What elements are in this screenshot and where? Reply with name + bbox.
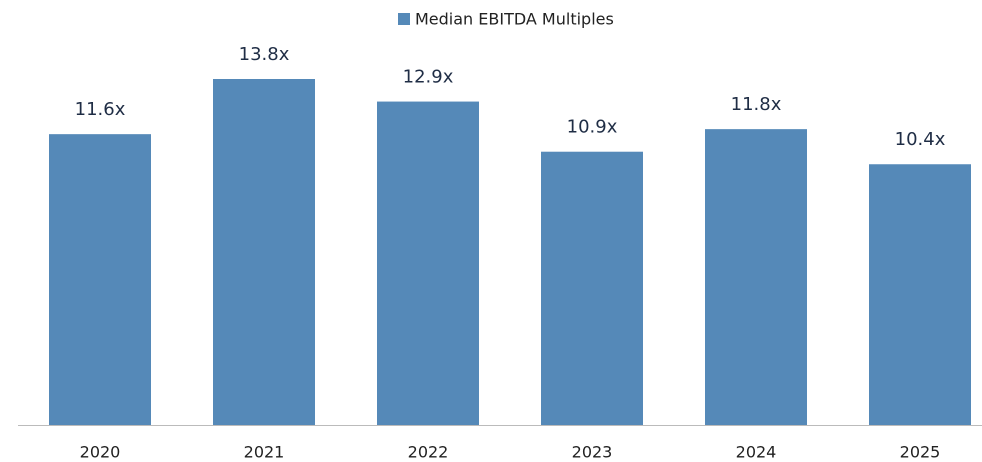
bar (49, 134, 151, 425)
x-tick-label: 2023 (572, 443, 613, 462)
x-tick-label: 2024 (736, 443, 777, 462)
value-label: 10.9x (567, 117, 618, 138)
bar (705, 129, 807, 425)
x-tick-label: 2022 (408, 443, 449, 462)
legend-swatch (398, 13, 410, 25)
value-label: 11.6x (75, 99, 126, 120)
value-label: 11.8x (731, 94, 782, 115)
bar (541, 151, 643, 425)
value-label: 10.4x (895, 129, 946, 150)
x-tick-label: 2021 (244, 443, 285, 462)
legend-label: Median EBITDA Multiples (415, 10, 614, 29)
x-tick-label: 2020 (80, 443, 121, 462)
bar (869, 164, 971, 425)
bar (213, 79, 315, 425)
value-label: 13.8x (239, 44, 290, 65)
value-label: 12.9x (403, 67, 454, 88)
bar (377, 101, 479, 425)
x-tick-label: 2025 (900, 443, 941, 462)
